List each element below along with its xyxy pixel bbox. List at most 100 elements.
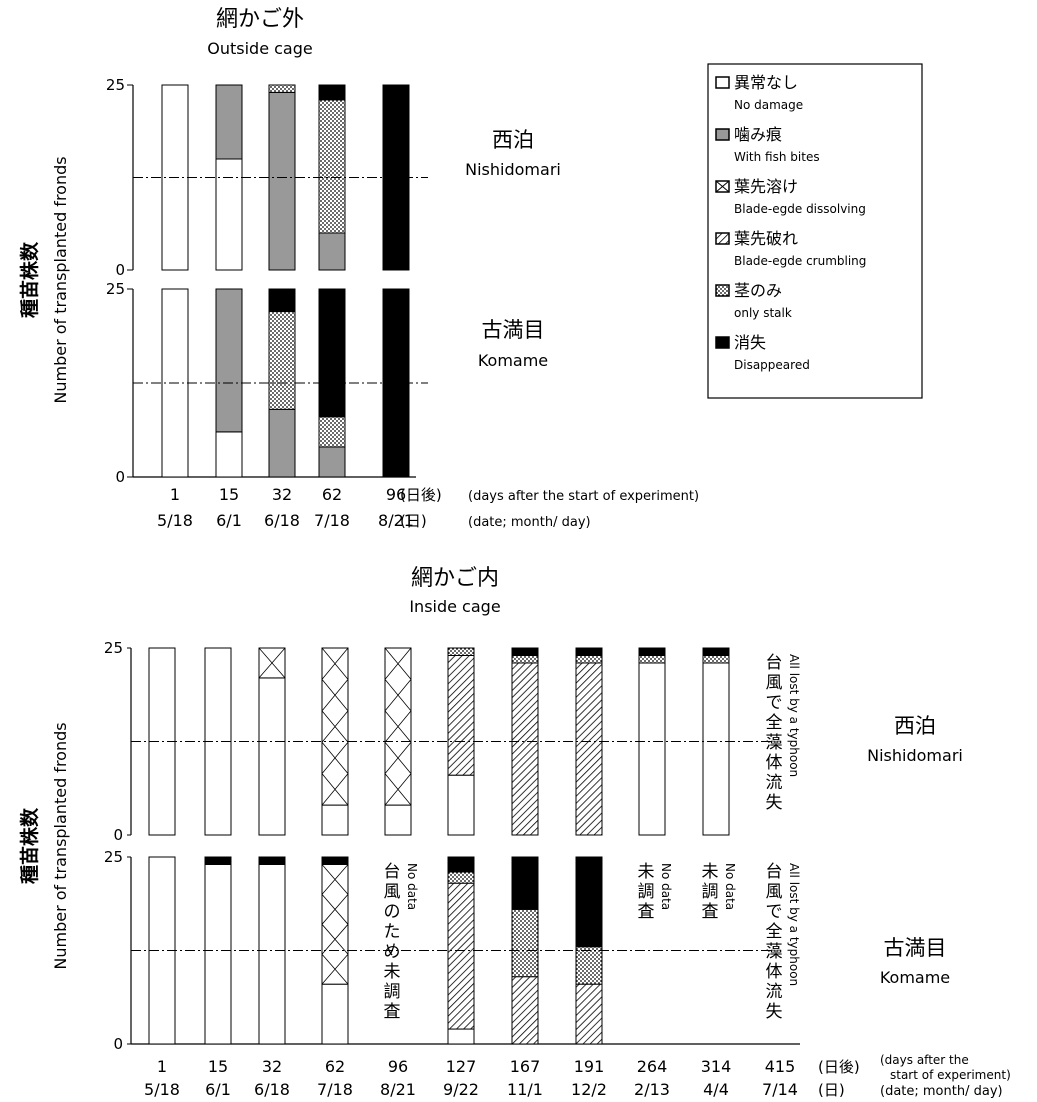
x-date-label: 9/22 bbox=[443, 1080, 479, 1099]
charts: 025西泊Nishidomari025古満目Komame15/18156/132… bbox=[104, 76, 963, 1099]
note-en: No data bbox=[659, 863, 673, 910]
x-date-label: 8/21 bbox=[380, 1080, 416, 1099]
x-day-label: 1 bbox=[170, 485, 180, 504]
x-date-label: 5/18 bbox=[157, 511, 193, 530]
legend-label-ja: 異常なし bbox=[734, 73, 798, 92]
bar-segment-only-stalk bbox=[575, 654, 603, 664]
legend-item-no-damage: 異常なし No damage bbox=[715, 73, 803, 112]
bar-167 bbox=[511, 856, 539, 1045]
note-char: 全 bbox=[766, 713, 783, 733]
x-day-label: 314 bbox=[701, 1057, 732, 1076]
note-char: 未 bbox=[702, 862, 719, 882]
top-date-suffix-en: (date; month/ day) bbox=[468, 515, 591, 530]
bottom-date-suffix-en: (date; month/ day) bbox=[880, 1084, 1003, 1099]
note-char: で bbox=[766, 693, 783, 713]
cross-line bbox=[321, 924, 349, 955]
cross-line bbox=[321, 773, 349, 806]
bar-191 bbox=[575, 856, 603, 1045]
bar-segment-only-stalk bbox=[447, 871, 475, 884]
cross-line bbox=[258, 647, 286, 679]
bar-segment-no-damage bbox=[384, 804, 412, 836]
bar-segment-only-stalk bbox=[638, 654, 666, 664]
y-tick-label: 25 bbox=[104, 639, 123, 657]
legend-swatch bbox=[715, 76, 730, 89]
legend-frame bbox=[707, 63, 923, 399]
x-date-label: 2/13 bbox=[634, 1080, 670, 1099]
note-char: 風 bbox=[384, 882, 401, 902]
legend-item-disappeared: 消失 Disappeared bbox=[715, 333, 810, 372]
x-date-label: 6/1 bbox=[216, 511, 242, 530]
legend-swatch bbox=[715, 232, 730, 245]
top-days-suffix-ja: (日後) bbox=[400, 486, 442, 504]
bar-segment-only-stalk bbox=[318, 99, 346, 234]
top-days-suffix-en: (days after the start of experiment) bbox=[468, 489, 699, 504]
site-label-en: Nishidomari bbox=[465, 160, 561, 179]
legend-label-en: No damage bbox=[734, 98, 803, 112]
note-char: 査 bbox=[702, 902, 719, 922]
bar-segment-only-stalk bbox=[268, 84, 296, 93]
bar-segment-disappeared bbox=[318, 288, 346, 418]
bar-segment-fish-bites bbox=[215, 288, 243, 433]
note-char: 未 bbox=[384, 962, 401, 982]
cross-line bbox=[384, 710, 412, 743]
x-day-label: 96 bbox=[388, 1057, 408, 1076]
bar-segment-crumbling bbox=[575, 983, 603, 1045]
bar-segment-no-damage bbox=[258, 677, 286, 836]
legend-label-en: Blade-egde dissolving bbox=[734, 202, 866, 216]
bar-segment-crumbling bbox=[447, 882, 475, 1030]
cross-line bbox=[321, 741, 349, 774]
legend-label-ja: 噛み痕 bbox=[734, 125, 782, 144]
top-date-suffix-ja: (日) bbox=[400, 512, 427, 530]
bar-167 bbox=[511, 647, 539, 836]
legend-item-fish-bites: 噛み痕 With fish bites bbox=[715, 125, 820, 164]
bottom-days-en-line2: start of experiment) bbox=[890, 1068, 1011, 1082]
x-date-label: 7/18 bbox=[317, 1080, 353, 1099]
bar-segment-fish-bites bbox=[268, 91, 296, 271]
bar-segment-only-stalk bbox=[511, 908, 539, 978]
site-label-ja: 古満目 bbox=[482, 318, 545, 342]
bar-segment-disappeared bbox=[511, 856, 539, 910]
legend-item-only-stalk: 茎のみ only stalk bbox=[715, 281, 792, 320]
bar-segment-disappeared bbox=[321, 856, 349, 865]
bar-segment-only-stalk bbox=[702, 654, 730, 664]
site-label-en: Komame bbox=[880, 968, 950, 987]
bottom-ylabel-ja: 種苗株数 bbox=[18, 807, 41, 884]
bar-segment-no-damage bbox=[321, 804, 349, 836]
note-char: 台 bbox=[384, 862, 401, 882]
y-tick-label: 25 bbox=[106, 76, 125, 94]
note-en: No data bbox=[723, 863, 737, 910]
bar-32 bbox=[258, 647, 286, 836]
bar-segment-fish-bites bbox=[318, 232, 346, 271]
bar-segment-crumbling bbox=[575, 662, 603, 836]
bar-127 bbox=[447, 647, 475, 836]
bottom-days-en-line1: (days after the bbox=[880, 1053, 969, 1067]
x-date-label: 12/2 bbox=[571, 1080, 607, 1099]
legend-item-dissolving: 葉先溶け Blade-egde dissolving bbox=[715, 177, 866, 216]
site-label-ja: 西泊 bbox=[894, 714, 936, 738]
site-label-en: Komame bbox=[478, 351, 548, 370]
x-date-label: 5/18 bbox=[144, 1080, 180, 1099]
bottom-ylabel: 種苗株数 Number of transplanted fronds bbox=[18, 722, 70, 969]
x-day-label: 62 bbox=[325, 1057, 345, 1076]
bar-segment-disappeared bbox=[447, 856, 475, 873]
cross-line bbox=[384, 741, 412, 774]
note-char: で bbox=[766, 902, 783, 922]
note-char: 藻 bbox=[766, 733, 783, 753]
note-9: 未調査 No data bbox=[702, 862, 738, 922]
legend-label-ja: 葉先溶け bbox=[734, 177, 798, 196]
top-title-ja: 網かご外 bbox=[216, 7, 304, 32]
bar-segment-disappeared bbox=[702, 647, 730, 656]
x-date-label: 11/1 bbox=[507, 1080, 543, 1099]
bar-314 bbox=[702, 647, 730, 836]
x-date-label: 6/18 bbox=[254, 1080, 290, 1099]
site-label-en: Nishidomari bbox=[867, 746, 963, 765]
cross-line bbox=[321, 864, 349, 895]
bar-segment-disappeared bbox=[511, 647, 539, 656]
bar-264 bbox=[638, 647, 666, 836]
top-axis-extra: (日後) (days after the start of experiment… bbox=[400, 486, 699, 530]
note-char: 風 bbox=[766, 673, 783, 693]
